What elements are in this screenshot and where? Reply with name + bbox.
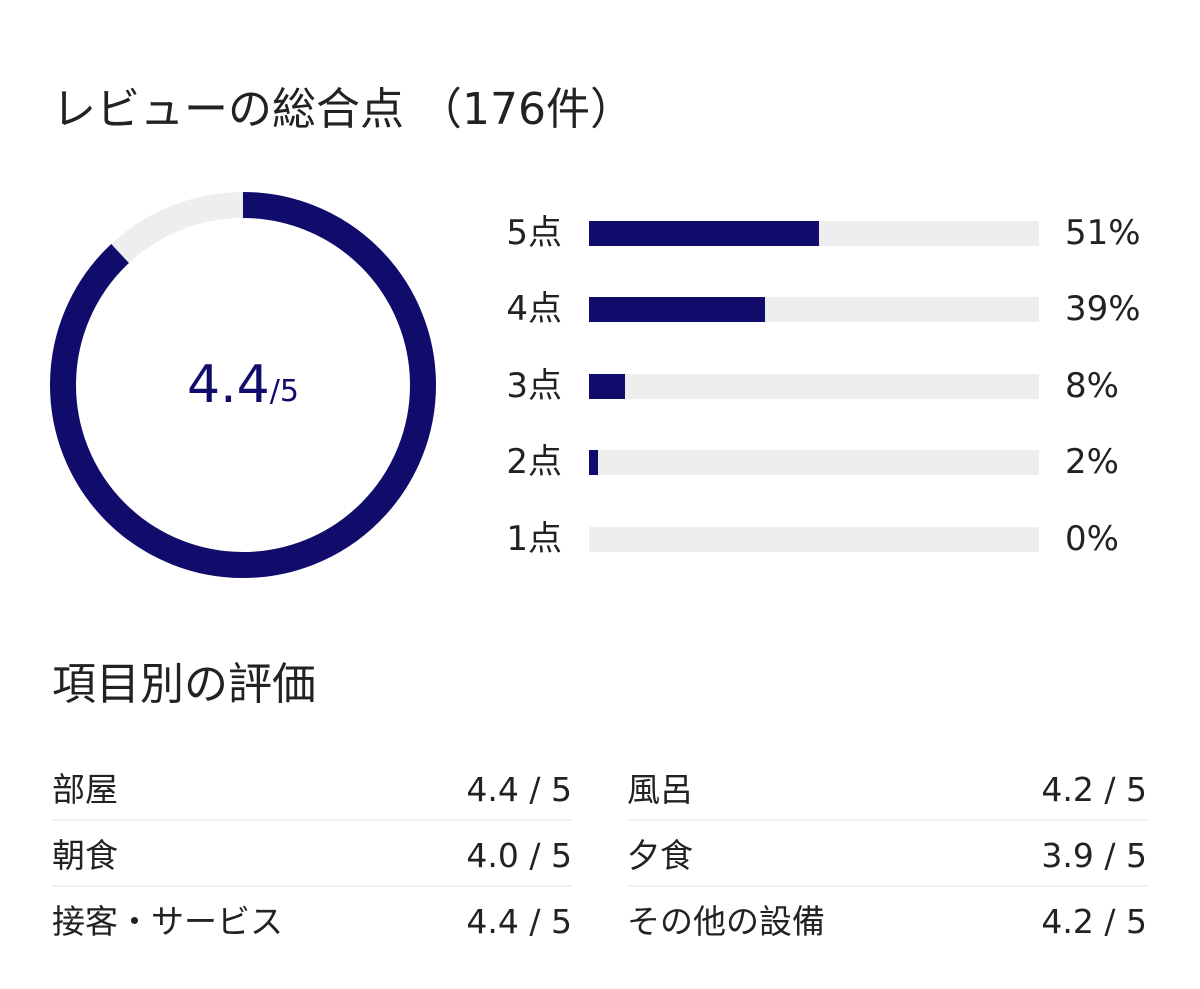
category-name: 夕食 <box>627 836 693 875</box>
category-score: 3.9 / 5 <box>1041 836 1147 875</box>
review-count: （176件） <box>418 84 634 135</box>
rating-row-4: 4点 39% <box>480 287 1170 331</box>
rating-row-2: 2点 2% <box>480 440 1170 484</box>
overall-score-max: /5 <box>269 374 299 409</box>
rating-bar-track <box>589 221 1039 246</box>
rating-bar-track <box>589 374 1039 399</box>
rating-bar-fill <box>589 297 765 322</box>
category-name: 接客・サービス <box>52 902 283 941</box>
rating-label: 4点 <box>506 289 562 329</box>
rating-row-5: 5点 51% <box>480 211 1170 255</box>
category-name: その他の設備 <box>627 902 825 941</box>
category-item: 夕食 3.9 / 5 <box>627 821 1147 887</box>
category-item: 部屋 4.4 / 5 <box>52 755 572 821</box>
category-item: 風呂 4.2 / 5 <box>627 755 1147 821</box>
category-score: 4.0 / 5 <box>466 836 572 875</box>
category-ratings-title: 項目別の評価 <box>52 659 316 710</box>
rating-label: 3点 <box>506 366 562 406</box>
rating-percent: 0% <box>1065 519 1119 559</box>
ring-graphic <box>50 192 436 578</box>
rating-row-1: 1点 0% <box>480 517 1170 561</box>
category-name: 朝食 <box>52 836 118 875</box>
rating-bar-fill <box>589 374 625 399</box>
rating-label: 2点 <box>506 442 562 482</box>
rating-label: 1点 <box>506 519 562 559</box>
category-item: その他の設備 4.2 / 5 <box>627 887 1147 953</box>
category-list-right: 風呂 4.2 / 5 夕食 3.9 / 5 その他の設備 4.2 / 5 <box>627 755 1147 953</box>
rating-bar-fill <box>589 221 819 246</box>
rating-percent: 8% <box>1065 366 1119 406</box>
rating-percent: 51% <box>1065 213 1141 253</box>
category-item: 朝食 4.0 / 5 <box>52 821 572 887</box>
category-name: 部屋 <box>52 770 118 809</box>
category-score: 4.4 / 5 <box>466 902 572 941</box>
category-name: 風呂 <box>627 770 693 809</box>
overall-score-value: 4.4 <box>187 355 270 415</box>
rating-percent: 39% <box>1065 289 1141 329</box>
rating-row-3: 3点 8% <box>480 364 1170 408</box>
category-score: 4.2 / 5 <box>1041 902 1147 941</box>
rating-percent: 2% <box>1065 442 1119 482</box>
overall-score: 4.4 /5 <box>50 192 436 578</box>
ring-fill <box>50 192 436 578</box>
title-text: レビューの総合点 <box>52 84 404 135</box>
category-item: 接客・サービス 4.4 / 5 <box>52 887 572 953</box>
review-summary-title: レビューの総合点 （176件） <box>52 80 634 140</box>
rating-label: 5点 <box>506 213 562 253</box>
rating-bar-track <box>589 450 1039 475</box>
category-score: 4.2 / 5 <box>1041 770 1147 809</box>
rating-bar-track <box>589 297 1039 322</box>
category-list-left: 部屋 4.4 / 5 朝食 4.0 / 5 接客・サービス 4.4 / 5 <box>52 755 572 953</box>
rating-bar-fill <box>589 450 598 475</box>
overall-score-ring: 4.4 /5 <box>50 192 436 578</box>
category-score: 4.4 / 5 <box>466 770 572 809</box>
rating-bar-track <box>589 527 1039 552</box>
